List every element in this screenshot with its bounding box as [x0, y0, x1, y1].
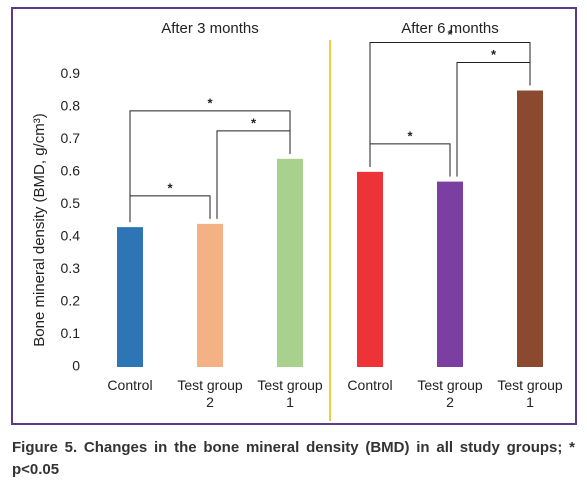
chart: Bone mineral density (BMD, g/cm³) 0 0.1 0.… — [31, 20, 543, 421]
figure-caption: Figure 5. Changes in the bone mineral de… — [12, 439, 575, 478]
y-axis-label: Bone mineral density (BMD, g/cm³) — [31, 113, 48, 346]
bar — [277, 158, 303, 367]
group-title: After 3 months — [161, 20, 259, 37]
y-tick-label: 0.1 — [61, 325, 81, 341]
x-tick-label: Control — [347, 377, 393, 393]
x-tick-label: Test group 1 — [497, 377, 563, 410]
bar — [357, 171, 383, 367]
y-tick-label: 0.3 — [61, 260, 81, 276]
significance-bracket — [129, 110, 291, 223]
chart-frame — [11, 7, 577, 425]
x-tick-label: Control — [107, 377, 153, 393]
y-tick-label: 0 — [72, 358, 80, 374]
significance-label: * — [251, 115, 257, 130]
x-tick-label: Test group 2 — [177, 377, 243, 410]
group-title: After 6 months — [401, 20, 499, 37]
y-tick-label: 0.7 — [61, 130, 81, 146]
bar — [197, 223, 223, 367]
bar — [437, 181, 463, 367]
y-tick-label: 0.9 — [61, 65, 81, 81]
y-tick-label: 0.5 — [61, 195, 81, 211]
significance-label: * — [167, 180, 173, 195]
y-tick-label: 0.8 — [61, 97, 81, 113]
bar — [117, 227, 143, 367]
significance-label: * — [207, 95, 213, 110]
y-tick-label: 0.4 — [61, 228, 81, 244]
significance-bracket — [369, 42, 531, 167]
significance-label: * — [491, 47, 497, 62]
x-tick-label: Test group 2 — [417, 377, 483, 410]
significance-bracket — [129, 195, 211, 223]
y-tick-label: 0.2 — [61, 293, 81, 309]
bar — [517, 90, 543, 368]
significance-label: * — [407, 128, 413, 143]
significance-label: * — [447, 27, 453, 42]
y-tick-label: 0.6 — [61, 163, 81, 179]
significance-bracket — [369, 143, 451, 177]
x-tick-label: Test group 1 — [257, 377, 323, 410]
